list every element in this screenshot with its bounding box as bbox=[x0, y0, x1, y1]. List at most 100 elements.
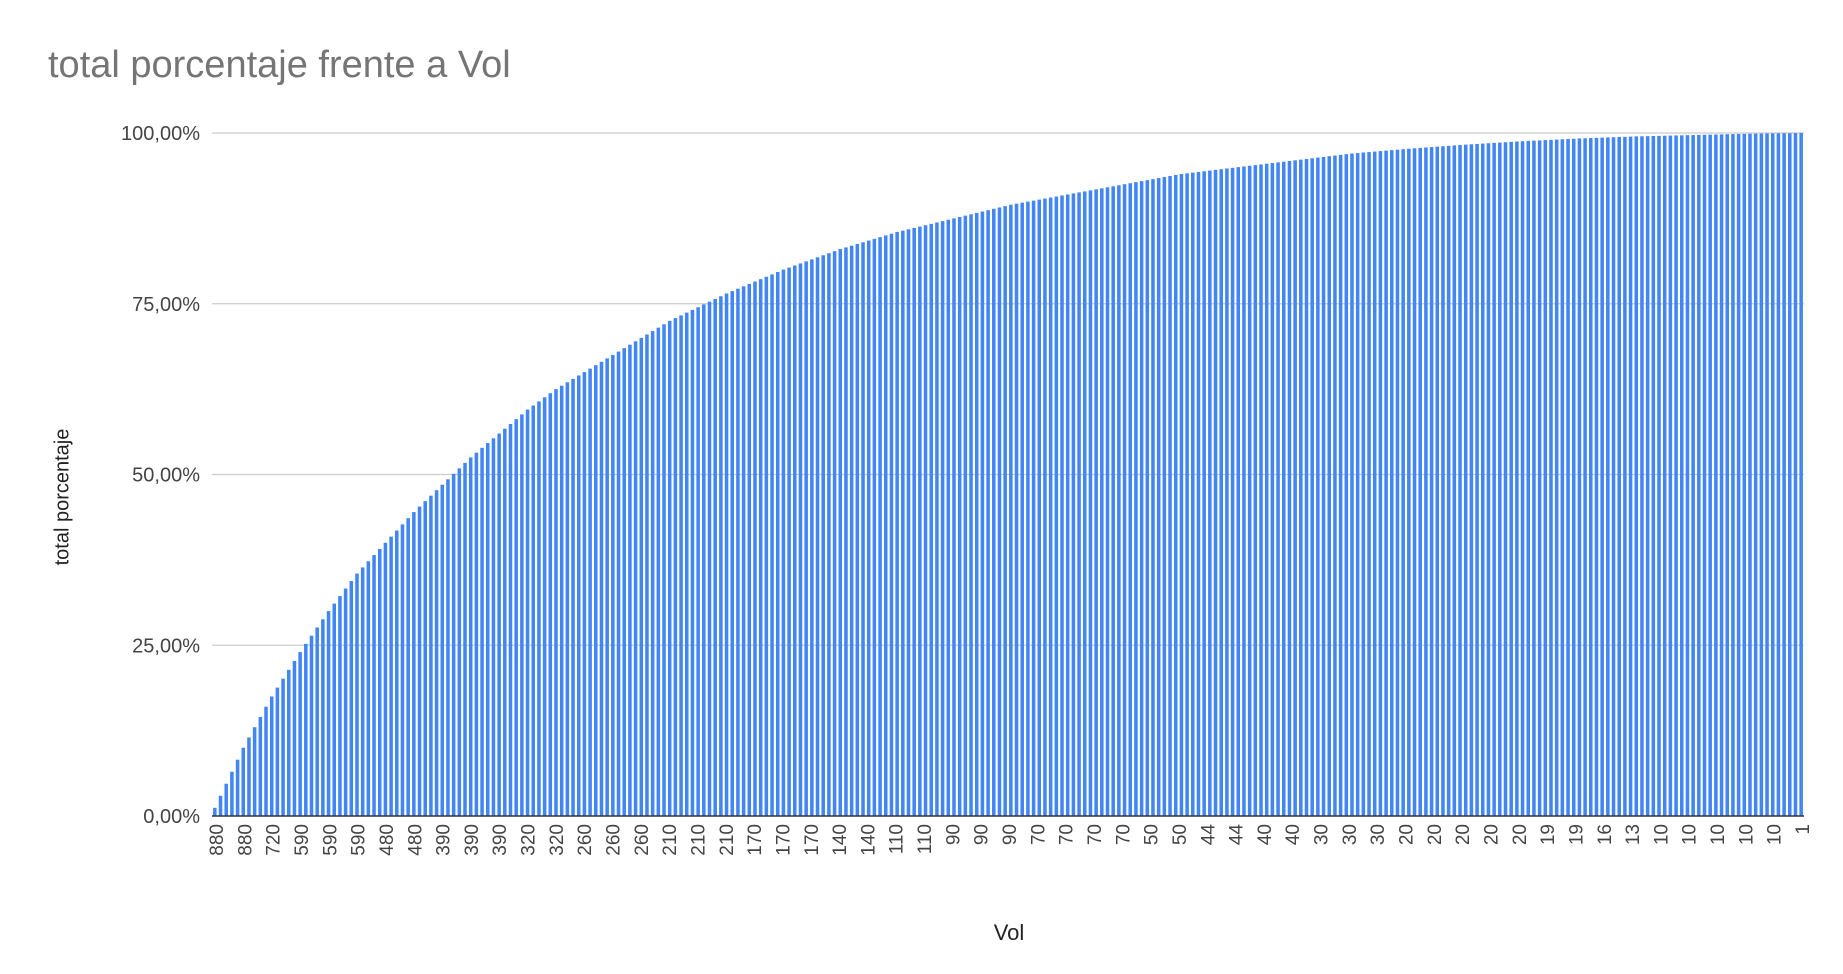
bar bbox=[855, 243, 860, 817]
bar bbox=[1253, 165, 1258, 817]
bar bbox=[1054, 196, 1059, 816]
x-tick-label: 90 bbox=[1000, 824, 1021, 845]
x-tick-label: 10 bbox=[1765, 824, 1786, 845]
bar bbox=[1651, 136, 1656, 816]
bar bbox=[520, 414, 524, 816]
bar bbox=[588, 368, 592, 816]
bar bbox=[326, 611, 331, 816]
bar bbox=[1537, 140, 1542, 816]
bar bbox=[514, 419, 518, 816]
x-tick-label: 170 bbox=[745, 824, 766, 856]
bar bbox=[457, 468, 462, 816]
bar bbox=[1208, 170, 1212, 816]
bar bbox=[281, 678, 285, 816]
x-tick-label: 320 bbox=[519, 824, 540, 856]
x-tick-label: 19 bbox=[1566, 824, 1587, 845]
x-tick-label: 210 bbox=[689, 824, 710, 856]
bar bbox=[940, 221, 945, 817]
bar bbox=[986, 210, 990, 816]
y-tick-label: 0,00% bbox=[143, 806, 200, 828]
bar bbox=[406, 518, 410, 816]
bar bbox=[980, 211, 985, 817]
x-tick-label: 50 bbox=[1170, 824, 1191, 845]
x-tick-label: 390 bbox=[490, 824, 511, 856]
x-tick-label: 10 bbox=[1736, 824, 1757, 845]
bar bbox=[565, 382, 570, 816]
bar bbox=[974, 212, 979, 816]
bar bbox=[1333, 155, 1337, 817]
bar bbox=[605, 358, 609, 816]
bar bbox=[787, 267, 791, 816]
bar bbox=[798, 263, 803, 816]
x-tick-label: 30 bbox=[1368, 824, 1389, 845]
bar bbox=[992, 208, 996, 816]
bar bbox=[213, 807, 217, 816]
bar bbox=[440, 484, 445, 816]
bar bbox=[1498, 142, 1502, 816]
bar bbox=[321, 619, 325, 816]
bar bbox=[781, 269, 786, 817]
bar bbox=[1321, 156, 1326, 816]
bar bbox=[446, 479, 450, 816]
bar bbox=[576, 375, 581, 816]
bar bbox=[724, 293, 729, 816]
bar bbox=[429, 495, 433, 816]
bar bbox=[1691, 135, 1695, 817]
bar bbox=[1139, 181, 1144, 816]
bar bbox=[997, 207, 1002, 816]
bar bbox=[758, 279, 763, 816]
bar bbox=[1543, 140, 1548, 817]
bar bbox=[690, 309, 695, 816]
bar bbox=[491, 438, 496, 816]
bar bbox=[252, 727, 257, 816]
bar bbox=[1589, 138, 1593, 817]
bar bbox=[1117, 185, 1121, 816]
bar bbox=[1071, 193, 1076, 816]
bar bbox=[912, 227, 916, 816]
bar bbox=[633, 341, 638, 816]
bar bbox=[599, 361, 604, 816]
bar bbox=[1475, 143, 1479, 816]
bar bbox=[861, 242, 865, 816]
bar bbox=[1026, 201, 1030, 816]
x-tick-label: 260 bbox=[575, 824, 596, 856]
bar bbox=[1390, 150, 1394, 816]
bar bbox=[804, 261, 808, 816]
bar bbox=[571, 378, 575, 816]
bar bbox=[423, 501, 427, 816]
bar bbox=[616, 351, 621, 816]
bar bbox=[1520, 141, 1525, 816]
y-tick-label: 50,00% bbox=[132, 465, 200, 487]
bar bbox=[901, 230, 905, 817]
bar bbox=[269, 696, 274, 816]
x-tick-label: 590 bbox=[349, 824, 370, 856]
bar bbox=[889, 233, 894, 817]
bar bbox=[315, 627, 319, 816]
bar bbox=[1077, 192, 1081, 817]
bar bbox=[730, 291, 735, 816]
bar bbox=[684, 312, 689, 816]
bar bbox=[1395, 149, 1400, 817]
bar bbox=[969, 214, 973, 816]
bar bbox=[1452, 145, 1457, 816]
bar bbox=[1134, 182, 1138, 816]
bar bbox=[503, 428, 507, 816]
x-tick-label: 390 bbox=[462, 824, 483, 856]
bar bbox=[1412, 148, 1417, 817]
y-tick-label: 75,00% bbox=[132, 294, 200, 316]
x-tick-label: 19 bbox=[1538, 824, 1559, 845]
bar bbox=[366, 561, 371, 816]
bar bbox=[1122, 184, 1127, 817]
x-tick-label: 260 bbox=[604, 824, 625, 856]
bar bbox=[1196, 171, 1201, 816]
x-tick-label: 170 bbox=[773, 824, 794, 856]
bar bbox=[224, 783, 228, 816]
bar bbox=[667, 320, 672, 816]
bar bbox=[929, 223, 934, 817]
bar bbox=[696, 307, 700, 816]
bar bbox=[923, 225, 928, 816]
bar bbox=[1549, 139, 1553, 816]
x-tick-label: 320 bbox=[547, 824, 568, 856]
bar bbox=[1617, 137, 1621, 816]
gridlines bbox=[212, 132, 1804, 646]
